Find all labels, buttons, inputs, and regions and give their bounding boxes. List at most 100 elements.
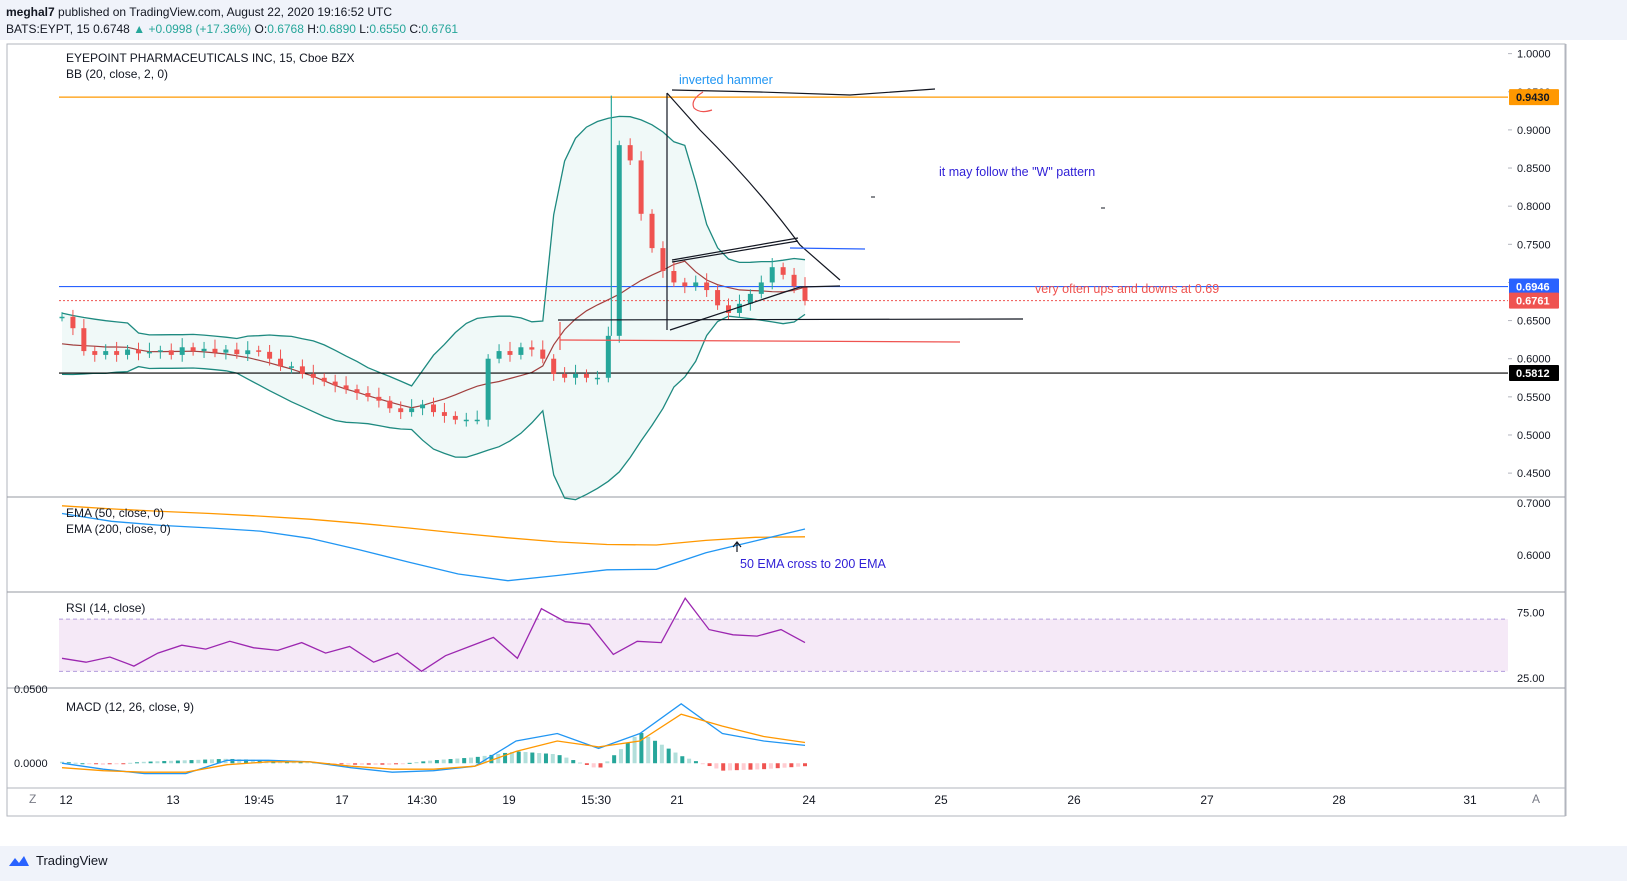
candle-body [715, 290, 721, 306]
macd-histogram-bar [175, 760, 180, 764]
ema-200-label[interactable]: EMA (200, close, 0) [66, 522, 171, 536]
bottom-bar: TradingView [0, 846, 1627, 881]
candle-body [474, 419, 480, 422]
price-change: +0.0998 (+17.36%) [148, 22, 252, 36]
macd-histogram-bar [728, 763, 733, 771]
candle-body [693, 282, 699, 287]
time-tick-label: 31 [1463, 793, 1477, 807]
rsi-label[interactable]: RSI (14, close) [66, 601, 145, 615]
ema-tick-label: 0.7000 [1517, 498, 1551, 510]
macd-histogram-bar [189, 760, 194, 764]
candle-body [594, 377, 600, 380]
macd-histogram-bar [394, 763, 399, 765]
candle-body [387, 400, 393, 409]
macd-histogram-bar [489, 754, 494, 764]
macd-histogram-bar [693, 761, 698, 764]
candle-body [649, 213, 655, 249]
macd-pane[interactable]: 0.0500 0.0000 MACD (12, 26, close, 9) [14, 684, 807, 775]
macd-histogram-bar [203, 759, 208, 764]
macd-histogram-bar [543, 753, 548, 764]
annotation-w-pattern: it may follow the "W" pattern [939, 165, 1095, 179]
time-tick-label: 21 [670, 793, 684, 807]
annotation-inverted-hammer: inverted hammer [679, 73, 773, 87]
price-pane[interactable]: 1.00000.95000.90000.85000.80000.75000.70… [59, 49, 1559, 501]
macd-histogram-bar [516, 751, 521, 764]
macd-histogram-bar [448, 759, 453, 764]
macd-histogram-bar [503, 752, 508, 764]
macd-histogram-bar [257, 759, 262, 764]
user-drawings [557, 88, 1105, 350]
macd-line [61, 702, 806, 775]
macd-histogram-bar [414, 762, 419, 764]
price-tick-label: 0.5500 [1517, 392, 1551, 404]
macd-histogram-bar [714, 763, 719, 769]
macd-histogram-bar [700, 763, 705, 765]
price-tag-label: 0.6761 [1516, 296, 1550, 308]
macd-histogram-bar [373, 763, 378, 765]
high-label: H: [307, 22, 320, 36]
macd-tick-label: 0.0000 [14, 758, 48, 770]
price-tick-label: 0.5000 [1517, 430, 1551, 442]
trend-drawing [789, 247, 866, 250]
top-bar: meghal7 published on TradingView.com, Au… [0, 0, 1627, 40]
macd-histogram-bar [571, 760, 576, 764]
price-tag-bg [1509, 89, 1559, 106]
macd-histogram-bar [653, 740, 658, 764]
macd-histogram-bar [169, 760, 174, 764]
macd-histogram-bar [128, 762, 133, 764]
candle-body [485, 358, 491, 420]
ema-tick-label: 0.6000 [1517, 550, 1551, 562]
macd-histogram-bar [741, 763, 746, 770]
price-tag-bg [1509, 365, 1559, 382]
macd-histogram-bar [462, 758, 467, 764]
candle-body [431, 404, 436, 413]
chart-area[interactable]: 1.00000.95000.90000.85000.80000.75000.70… [0, 40, 1627, 846]
macd-histogram-bar [509, 751, 514, 764]
chart-frame [6, 43, 1566, 817]
ema-50-label[interactable]: EMA (50, close, 0) [66, 506, 164, 520]
macd-histogram-bar [66, 762, 71, 764]
ema-pane[interactable]: 0.7000 0.6000 EMA (50, close, 0) EMA (200… [61, 498, 1551, 582]
macd-histogram-bar [803, 763, 807, 767]
candle-body [81, 328, 87, 352]
macd-histogram-bar [605, 761, 610, 764]
time-axis[interactable]: 12 13 19:45 17 14:30 19 15:30 21 24 25 26 27 28 31 [59, 793, 1477, 807]
macd-histogram-bar [196, 759, 201, 764]
time-tick-label: 14:30 [407, 793, 437, 807]
axis-left-z-button[interactable]: Z [29, 792, 36, 806]
price-tag-label: 0.6946 [1516, 282, 1550, 294]
candle-body [201, 348, 207, 352]
candle-body [146, 351, 152, 354]
candle-body [682, 282, 688, 287]
bb-indicator-label[interactable]: BB (20, close, 2, 0) [66, 67, 168, 81]
macd-histogram-bar [216, 759, 221, 764]
candle-body [223, 349, 229, 353]
axis-auto-scale-button[interactable]: A [1532, 792, 1540, 806]
candle-body [256, 350, 262, 352]
macd-histogram-bar [155, 761, 160, 764]
macd-histogram-bar [339, 763, 344, 765]
macd-histogram-bar [796, 763, 801, 767]
candle-body [59, 316, 65, 319]
macd-histogram-bar [244, 759, 249, 764]
candle-body [103, 351, 109, 355]
macd-histogram-bar [666, 748, 671, 764]
chart-svg[interactable]: 1.00000.95000.90000.85000.80000.75000.70… [0, 40, 1627, 846]
macd-histogram-bar [591, 763, 596, 768]
author-name[interactable]: meghal7 [6, 5, 55, 19]
rsi-pane[interactable]: 75.00 25.00 RSI (14, close) [59, 597, 1545, 685]
macd-histogram-bar [612, 755, 617, 764]
macd-signal-line [61, 713, 806, 773]
candle-body [114, 351, 120, 355]
macd-label[interactable]: MACD (12, 26, close, 9) [66, 700, 194, 714]
candle-body [365, 393, 371, 397]
tradingview-brand[interactable]: TradingView [8, 853, 108, 868]
price-tag-label: 0.5812 [1516, 368, 1550, 380]
macd-histogram-bar [625, 742, 630, 764]
last-price: 0.6748 [93, 22, 130, 36]
candle-body [278, 358, 284, 367]
price-tick-label: 0.6500 [1517, 316, 1551, 328]
macd-histogram-bar [441, 759, 446, 764]
macd-histogram-bar [134, 762, 139, 764]
candle-body [310, 373, 316, 378]
